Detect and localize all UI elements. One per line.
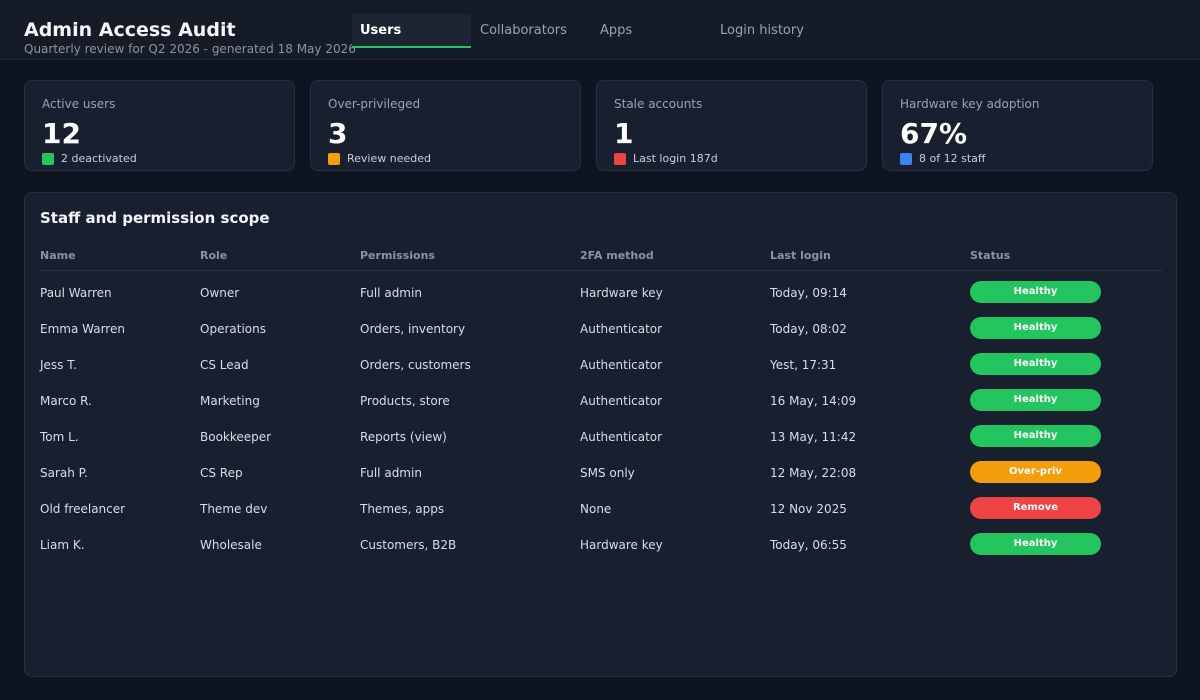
cell-name: Liam K.	[40, 538, 85, 552]
cell-name: Tom L.	[40, 430, 79, 444]
stat-note: 2 deactivated	[42, 152, 137, 165]
cell-name: Old freelancer	[40, 502, 126, 516]
cell-permissions: Products, store	[360, 394, 450, 408]
column-header-2fa: 2FA method	[580, 249, 654, 262]
column-header-last-login: Last login	[770, 249, 831, 262]
stat-note-text: 8 of 12 staff	[919, 152, 986, 165]
cell-last-login: 13 May, 11:42	[770, 430, 857, 444]
cell-name: Paul Warren	[40, 286, 112, 300]
stat-label: Hardware key adoption	[900, 97, 1040, 111]
table-row[interactable]: Marco R. Marketing Products, store Authenti…	[40, 383, 1162, 419]
staff-permissions-panel: Staff and permission scope Name Role Per…	[24, 192, 1177, 677]
column-header-permissions: Permissions	[360, 249, 435, 262]
cell-role: Bookkeeper	[200, 430, 272, 444]
cell-last-login: 12 May, 22:08	[770, 466, 857, 480]
cell-2fa-method: SMS only	[580, 466, 635, 480]
column-header-role: Role	[200, 249, 228, 262]
stat-note-text: 2 deactivated	[61, 152, 137, 165]
stat-value: 67%	[900, 117, 968, 150]
status-square-icon	[42, 152, 54, 165]
tab-collaborators[interactable]: Collaborators	[480, 23, 567, 38]
stat-note: Last login 187d	[614, 152, 718, 165]
page-subtitle: Quarterly review for Q2 2026 - generated…	[24, 42, 356, 56]
cell-last-login: Today, 06:55	[770, 538, 847, 552]
cell-permissions: Themes, apps	[360, 502, 445, 516]
cell-permissions: Reports (view)	[360, 430, 447, 444]
table-row[interactable]: Old freelancer Theme dev Themes, apps None 1…	[40, 491, 1162, 527]
stat-card-stale-accounts: Stale accounts 1 Last login 187d	[596, 80, 867, 171]
cell-2fa-method: Authenticator	[580, 358, 663, 372]
cell-role: Operations	[200, 322, 266, 336]
cell-role: Theme dev	[200, 502, 268, 516]
stat-label: Over-privileged	[328, 97, 421, 111]
stat-note-text: Review needed	[347, 152, 431, 165]
status-square-icon	[900, 152, 912, 165]
stat-note: 8 of 12 staff	[900, 152, 985, 165]
table-row[interactable]: Tom L. Bookkeeper Reports (view) Authentica…	[40, 419, 1162, 455]
cell-last-login: 12 Nov 2025	[770, 502, 847, 516]
cell-role: CS Rep	[200, 466, 243, 480]
status-badge: Healthy	[970, 281, 1101, 303]
status-badge: Healthy	[970, 389, 1101, 411]
tab-login-history[interactable]: Login history	[720, 23, 804, 38]
stat-card-active-users: Active users 12 2 deactivated	[24, 80, 295, 171]
cell-name: Emma Warren	[40, 322, 125, 336]
cell-last-login: Today, 08:02	[770, 322, 847, 336]
stat-value: 3	[328, 117, 348, 150]
cell-role: Owner	[200, 286, 240, 300]
cell-2fa-method: Authenticator	[580, 430, 663, 444]
status-square-icon	[614, 152, 626, 165]
cell-permissions: Full admin	[360, 466, 422, 480]
cell-last-login: 16 May, 14:09	[770, 394, 857, 408]
table-row[interactable]: Paul Warren Owner Full admin Hardware key To…	[40, 275, 1162, 311]
tab-apps[interactable]: Apps	[600, 23, 633, 38]
top-bar: Admin Access Audit Quarterly review for …	[0, 0, 1200, 60]
cell-role: Marketing	[200, 394, 260, 408]
cell-name: Marco R.	[40, 394, 92, 408]
table-row[interactable]: Sarah P. CS Rep Full admin SMS only 12 May, …	[40, 455, 1162, 491]
tab-users[interactable]: Users	[352, 14, 471, 48]
stat-card-over-privileged: Over-privileged 3 Review needed	[310, 80, 581, 171]
cell-2fa-method: None	[580, 502, 612, 516]
cell-name: Sarah P.	[40, 466, 88, 480]
cell-name: Jess T.	[40, 358, 77, 372]
status-badge: Healthy	[970, 425, 1101, 447]
stat-note-text: Last login 187d	[633, 152, 718, 165]
column-header-status: Status	[970, 249, 1011, 262]
cell-permissions: Orders, inventory	[360, 322, 466, 336]
stat-value: 1	[614, 117, 634, 150]
status-badge: Healthy	[970, 317, 1101, 339]
stat-label: Active users	[42, 97, 116, 111]
cell-2fa-method: Hardware key	[580, 538, 663, 552]
cell-role: Wholesale	[200, 538, 262, 552]
stat-value: 12	[42, 117, 81, 150]
table-row[interactable]: Jess T. CS Lead Orders, customers Authentic…	[40, 347, 1162, 383]
column-header-name: Name	[40, 249, 76, 262]
stat-card-hardware-key-adoption: Hardware key adoption 67% 8 of 12 staff	[882, 80, 1153, 171]
cell-last-login: Yest, 17:31	[770, 358, 837, 372]
status-badge: Healthy	[970, 533, 1101, 555]
cell-role: CS Lead	[200, 358, 249, 372]
cell-2fa-method: Hardware key	[580, 286, 663, 300]
table-header: Name Role Permissions 2FA method Last lo…	[40, 243, 1162, 271]
cell-2fa-method: Authenticator	[580, 322, 663, 336]
stat-label: Stale accounts	[614, 97, 703, 111]
table-row[interactable]: Emma Warren Operations Orders, inventory Au…	[40, 311, 1162, 347]
stat-note: Review needed	[328, 152, 431, 165]
table-row[interactable]: Liam K. Wholesale Customers, B2B Hardware k…	[40, 527, 1162, 563]
status-square-icon	[328, 152, 340, 165]
cell-last-login: Today, 09:14	[770, 286, 847, 300]
cell-permissions: Full admin	[360, 286, 422, 300]
status-badge: Over-priv	[970, 461, 1101, 483]
cell-permissions: Orders, customers	[360, 358, 471, 372]
page-title: Admin Access Audit	[24, 19, 236, 41]
status-badge: Remove	[970, 497, 1101, 519]
panel-title: Staff and permission scope	[40, 209, 270, 227]
status-badge: Healthy	[970, 353, 1101, 375]
cell-2fa-method: Authenticator	[580, 394, 663, 408]
cell-permissions: Customers, B2B	[360, 538, 457, 552]
